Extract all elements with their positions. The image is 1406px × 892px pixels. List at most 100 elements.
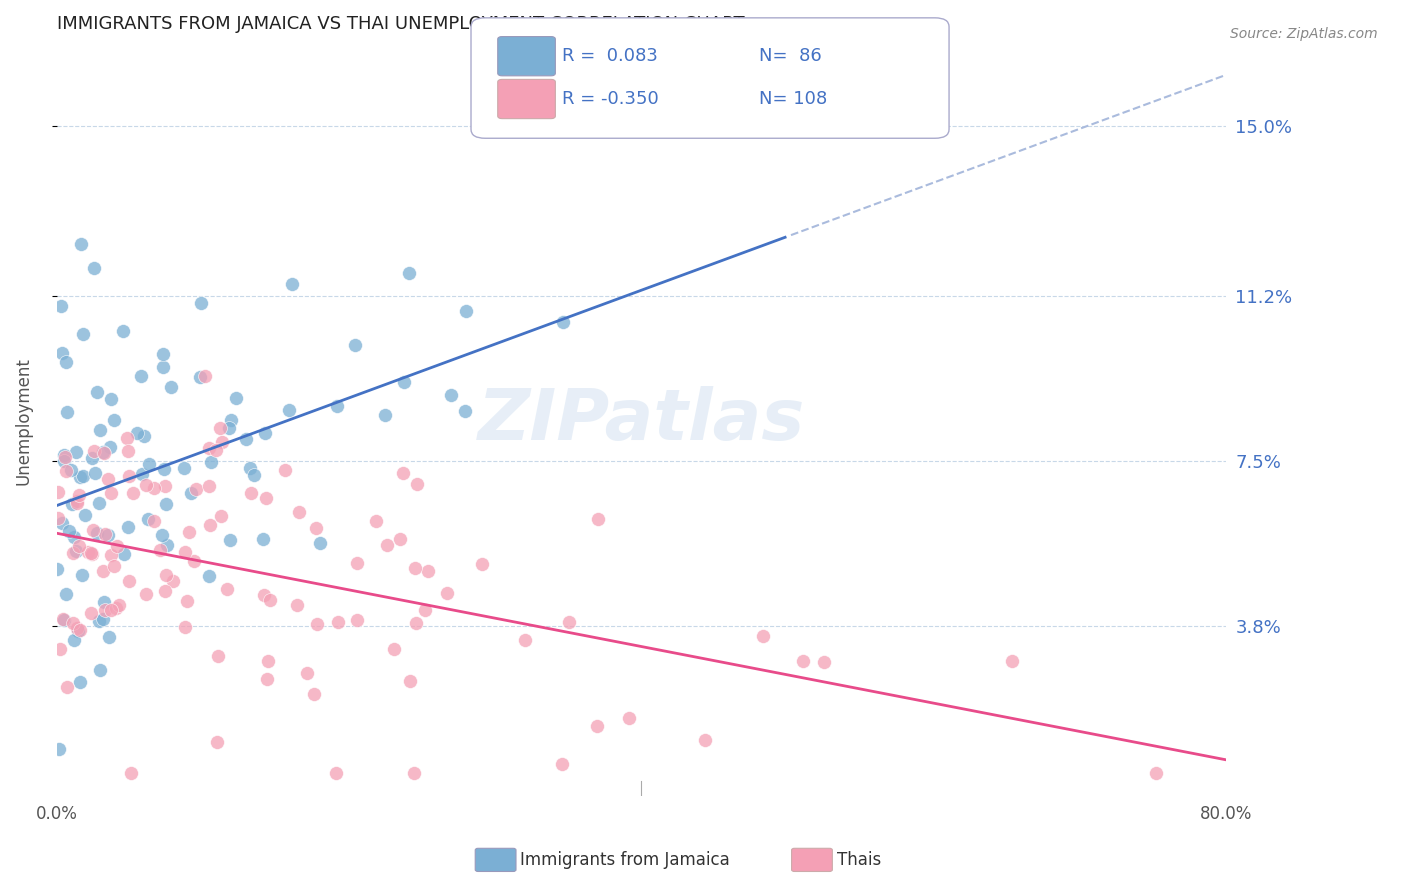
Point [257, 654, 280, 668]
Point [200, 454, 222, 468]
Point [72, 469, 94, 483]
Point [87, 496, 110, 510]
Point [418, 565, 440, 579]
Point [278, 402, 301, 417]
Point [197, 441, 219, 455]
Point [254, 425, 277, 440]
Point [100, 486, 122, 500]
Point [440, 388, 463, 402]
Point [56, 681, 79, 695]
Point [91, 612, 114, 626]
Point [135, 587, 157, 601]
Point [100, 548, 122, 562]
Point [60, 497, 83, 511]
Text: R = -0.350: R = -0.350 [562, 90, 659, 108]
Point [108, 598, 131, 612]
Point [93, 595, 115, 609]
Point [112, 548, 135, 562]
Text: Thais: Thais [837, 851, 880, 869]
Y-axis label: Unemployment: Unemployment [15, 357, 32, 484]
Point [405, 616, 427, 631]
Point [55, 587, 77, 601]
Point [52, 448, 75, 462]
Point [156, 537, 179, 551]
Point [281, 277, 304, 291]
Point [63, 530, 86, 544]
Point [190, 296, 212, 310]
Point [70, 568, 93, 582]
Point [217, 582, 239, 596]
Point [89, 423, 111, 437]
Point [398, 266, 420, 280]
Text: ZIPatlas: ZIPatlas [478, 386, 804, 455]
Point [62, 615, 84, 630]
Point [129, 369, 152, 384]
Point [343, 338, 366, 352]
Point [326, 400, 349, 414]
Point [153, 462, 176, 476]
Point [207, 735, 229, 749]
Point [72, 326, 94, 341]
Point [183, 554, 205, 568]
Point [198, 568, 221, 582]
Point [346, 613, 368, 627]
Point [153, 583, 176, 598]
Point [56, 405, 79, 419]
Point [46, 562, 69, 576]
Text: N= 108: N= 108 [759, 90, 828, 108]
Point [105, 600, 128, 615]
Point [813, 655, 835, 669]
Point [553, 315, 575, 329]
Point [53, 450, 76, 464]
Point [65, 543, 87, 558]
Point [91, 444, 114, 458]
Point [375, 538, 398, 552]
Point [184, 483, 207, 497]
Point [138, 457, 160, 471]
Point [117, 443, 139, 458]
Point [792, 654, 814, 668]
Point [402, 766, 425, 780]
Point [239, 461, 262, 475]
Point [103, 413, 125, 427]
Point [142, 514, 165, 528]
Point [66, 495, 89, 509]
Point [1001, 654, 1024, 668]
Point [436, 586, 458, 600]
Point [619, 711, 641, 725]
Point [84, 466, 107, 480]
Point [287, 505, 309, 519]
Point [97, 631, 120, 645]
Point [159, 380, 181, 394]
Point [586, 512, 609, 526]
Point [66, 621, 89, 635]
Point [405, 477, 427, 491]
Point [48, 742, 70, 756]
Point [80, 451, 103, 466]
Point [177, 524, 200, 539]
Point [394, 375, 416, 389]
Point [1144, 766, 1167, 780]
Point [346, 557, 368, 571]
Point [111, 324, 134, 338]
Point [69, 674, 91, 689]
Text: R =  0.083: R = 0.083 [562, 47, 658, 65]
Point [55, 465, 77, 479]
Point [366, 514, 388, 528]
Point [52, 611, 75, 625]
Point [67, 539, 90, 553]
Point [152, 360, 174, 375]
Point [105, 539, 128, 553]
Point [53, 613, 76, 627]
Point [73, 508, 96, 522]
Point [274, 463, 297, 477]
Point [295, 665, 318, 680]
Point [87, 614, 110, 628]
Point [259, 593, 281, 607]
Point [103, 559, 125, 574]
Point [53, 454, 76, 468]
Point [254, 491, 277, 505]
Point [392, 467, 415, 481]
Point [80, 606, 103, 620]
Point [219, 413, 242, 427]
